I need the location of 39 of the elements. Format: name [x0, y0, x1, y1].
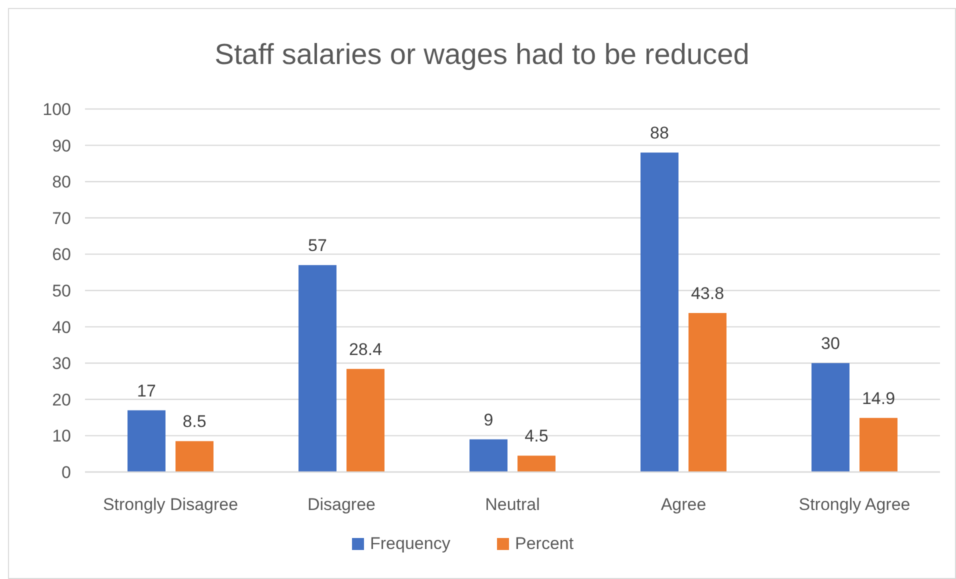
x-tick-label: Strongly Agree [798, 495, 910, 514]
x-tick-label: Disagree [307, 495, 376, 514]
y-tick-label: 50 [52, 282, 71, 300]
bar [470, 439, 508, 472]
bar [518, 456, 556, 472]
data-label: 88 [650, 124, 669, 143]
x-tick-label: Strongly Disagree [102, 495, 238, 514]
bar [688, 313, 726, 472]
data-label: 17 [137, 381, 156, 400]
x-tick-label: Agree [660, 495, 706, 514]
bar [128, 410, 166, 472]
y-tick-label: 40 [52, 318, 71, 337]
y-tick-label: 10 [52, 426, 71, 446]
y-tick-label: 20 [52, 390, 71, 410]
y-tick-label: 60 [52, 245, 71, 264]
data-label: 28.4 [348, 340, 382, 359]
data-label: 30 [821, 334, 840, 354]
data-label: 14.9 [862, 388, 896, 408]
bar [346, 368, 384, 472]
data-label: 43.8 [690, 284, 724, 304]
data-label: 8.5 [182, 412, 206, 432]
y-tick-label: 30 [52, 354, 71, 374]
y-tick-label: 100 [42, 100, 71, 119]
y-tick-label: 80 [52, 172, 71, 192]
legend-label: Percent [515, 534, 574, 553]
data-label: 9 [484, 410, 494, 430]
x-tick-label: Neutral [485, 495, 540, 514]
y-tick-label: 0 [62, 463, 71, 482]
data-label: 57 [308, 236, 327, 256]
bar [640, 152, 678, 472]
y-tick-label: 70 [52, 208, 71, 228]
y-tick-label: 90 [52, 136, 71, 156]
chart-title: Staff salaries or wages had to be reduced [214, 39, 750, 71]
bar [812, 363, 850, 472]
legend-label: Frequency [370, 534, 451, 553]
bar [298, 265, 336, 472]
data-label: 4.5 [524, 426, 548, 446]
bar [860, 418, 898, 472]
bar [176, 441, 214, 472]
